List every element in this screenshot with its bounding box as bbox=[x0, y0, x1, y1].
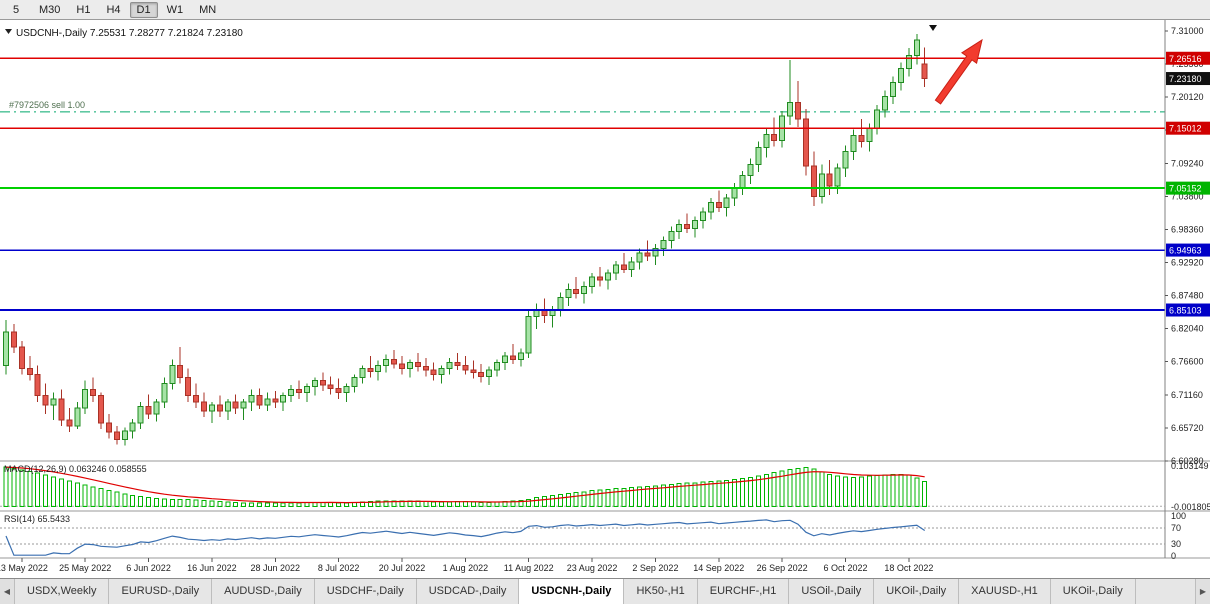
rsi-line bbox=[5, 519, 926, 556]
price-badge-resistance-upper: 7.26516 bbox=[1166, 51, 1210, 65]
timeframe-button-mn[interactable]: MN bbox=[199, 3, 217, 16]
tab-audusd-daily[interactable]: AUDUSD-,Daily bbox=[212, 579, 315, 604]
svg-text:23 Aug 2022: 23 Aug 2022 bbox=[567, 563, 618, 573]
price-badge-support-blue-upper: 6.94963 bbox=[1166, 243, 1210, 257]
svg-text:7.31000: 7.31000 bbox=[1171, 26, 1204, 36]
svg-text:6.98360: 6.98360 bbox=[1171, 224, 1204, 234]
chart-dropdown-icon[interactable] bbox=[5, 29, 12, 34]
tab-hk50-h1[interactable]: HK50-,H1 bbox=[624, 579, 698, 604]
tabs-scroll-left-icon[interactable]: ◀ bbox=[0, 579, 15, 604]
svg-text:13 May 2022: 13 May 2022 bbox=[0, 563, 48, 573]
svg-text:6.60280: 6.60280 bbox=[1171, 456, 1204, 466]
svg-text:14 Sep 2022: 14 Sep 2022 bbox=[693, 563, 744, 573]
macd-signal-line bbox=[5, 466, 925, 504]
rsi-axis-label: 100 bbox=[1171, 511, 1186, 521]
svg-text:6.82040: 6.82040 bbox=[1171, 324, 1204, 334]
svg-text:6.92920: 6.92920 bbox=[1171, 257, 1204, 267]
svg-text:7.03800: 7.03800 bbox=[1171, 191, 1204, 201]
svg-text:6 Jun 2022: 6 Jun 2022 bbox=[126, 563, 171, 573]
svg-text:26 Sep 2022: 26 Sep 2022 bbox=[757, 563, 808, 573]
rsi-axis-label: 0 bbox=[1171, 551, 1176, 561]
trend-arrow-object[interactable] bbox=[934, 38, 983, 105]
timeframe-button-m30[interactable]: M30 bbox=[39, 3, 61, 16]
svg-text:7.05152: 7.05152 bbox=[1169, 184, 1202, 194]
svg-text:25 May 2022: 25 May 2022 bbox=[59, 563, 111, 573]
svg-text:28 Jun 2022: 28 Jun 2022 bbox=[251, 563, 301, 573]
svg-text:2 Sep 2022: 2 Sep 2022 bbox=[632, 563, 678, 573]
rsi-axis-label: 30 bbox=[1171, 539, 1181, 549]
svg-text:7.09240: 7.09240 bbox=[1171, 158, 1204, 168]
tab-usdcad-daily[interactable]: USDCAD-,Daily bbox=[416, 579, 520, 604]
price-peak-marker-icon bbox=[929, 25, 937, 31]
svg-text:6.87480: 6.87480 bbox=[1171, 291, 1204, 301]
macd-axis-top: 0.103149 bbox=[1171, 461, 1209, 471]
open-position-label: #7972506 sell 1.00 bbox=[9, 100, 85, 110]
rsi-label: RSI(14) 65.5433 bbox=[4, 514, 70, 524]
timeframe-button-5[interactable]: 5 bbox=[12, 3, 20, 16]
svg-text:6.85103: 6.85103 bbox=[1169, 306, 1202, 316]
svg-text:20 Jul 2022: 20 Jul 2022 bbox=[379, 563, 426, 573]
tab-usdx-weekly[interactable]: USDX,Weekly bbox=[15, 579, 110, 604]
tab-ukoil-daily[interactable]: UKOil-,Daily bbox=[874, 579, 960, 604]
tab-eurusd-daily[interactable]: EURUSD-,Daily bbox=[109, 579, 213, 604]
svg-text:7.20120: 7.20120 bbox=[1171, 92, 1204, 102]
timeframe-toolbar: 5 M30 H1 H4 D1 W1 MN bbox=[0, 0, 1210, 20]
timeframe-button-h1[interactable]: H1 bbox=[76, 3, 91, 16]
svg-text:18 Oct 2022: 18 Oct 2022 bbox=[884, 563, 933, 573]
timeframe-button-h4[interactable]: H4 bbox=[106, 3, 121, 16]
svg-text:6.94963: 6.94963 bbox=[1169, 246, 1202, 256]
svg-text:7.15012: 7.15012 bbox=[1169, 124, 1202, 134]
svg-text:6.65720: 6.65720 bbox=[1171, 423, 1204, 433]
svg-text:7.26516: 7.26516 bbox=[1169, 54, 1202, 64]
svg-text:8 Jul 2022: 8 Jul 2022 bbox=[318, 563, 360, 573]
chart-tabs: USDX,Weekly EURUSD-,Daily AUDUSD-,Daily USD… bbox=[15, 579, 1195, 604]
price-badge-support-green: 7.05152 bbox=[1166, 181, 1210, 195]
svg-text:6.71160: 6.71160 bbox=[1171, 390, 1203, 400]
svg-text:6.76600: 6.76600 bbox=[1171, 357, 1204, 367]
tab-xauusd-h1[interactable]: XAUUSD-,H1 bbox=[959, 579, 1051, 604]
tab-usoil-daily[interactable]: USOil-,Daily bbox=[789, 579, 875, 604]
time-axis[interactable]: 13 May 2022 25 May 2022 6 Jun 2022 16 Jun 2… bbox=[0, 558, 933, 573]
macd-histogram bbox=[3, 466, 928, 507]
tab-usdchf-daily[interactable]: USDCHF-,Daily bbox=[314, 579, 417, 604]
svg-text:11 Aug 2022: 11 Aug 2022 bbox=[504, 563, 554, 573]
price-badge-resistance-mid: 7.15012 bbox=[1166, 121, 1210, 135]
tab-eurchf-h1[interactable]: EURCHF-,H1 bbox=[697, 579, 790, 604]
tab-ukoil-daily[interactable]: UKOil-,Daily bbox=[1050, 579, 1136, 604]
macd-label: MACD(12,26,9) 0.063246 0.058555 bbox=[4, 464, 147, 474]
svg-text:7.23180: 7.23180 bbox=[1169, 74, 1202, 84]
price-chart[interactable]: #7972506 sell 1.00 USDCNH-,Daily 7.25531 … bbox=[0, 20, 1210, 578]
rsi-axis-label: 70 bbox=[1171, 523, 1181, 533]
svg-text:16 Jun 2022: 16 Jun 2022 bbox=[187, 563, 237, 573]
tab-usdcnh-daily[interactable]: USDCNH-,Daily bbox=[519, 579, 625, 604]
tabs-scroll-right-icon[interactable]: ▶ bbox=[1195, 579, 1210, 604]
candlestick-series bbox=[3, 34, 928, 446]
timeframe-button-d1[interactable]: D1 bbox=[129, 1, 158, 18]
svg-text:6 Oct 2022: 6 Oct 2022 bbox=[824, 563, 868, 573]
timeframe-button-w1[interactable]: W1 bbox=[166, 3, 184, 16]
svg-text:1 Aug 2022: 1 Aug 2022 bbox=[443, 563, 489, 573]
macd-axis-bottom: -0.001805 bbox=[1171, 502, 1210, 512]
price-badge-support-blue-lower: 6.85103 bbox=[1166, 303, 1210, 317]
chart-title: USDCNH-,Daily 7.25531 7.28277 7.21824 7.… bbox=[16, 28, 243, 39]
chart-tabs-bar: ◀ USDX,Weekly EURUSD-,Daily AUDUSD-,Daily U… bbox=[0, 578, 1210, 604]
price-badge-current-price: 7.23180 bbox=[1166, 72, 1210, 86]
